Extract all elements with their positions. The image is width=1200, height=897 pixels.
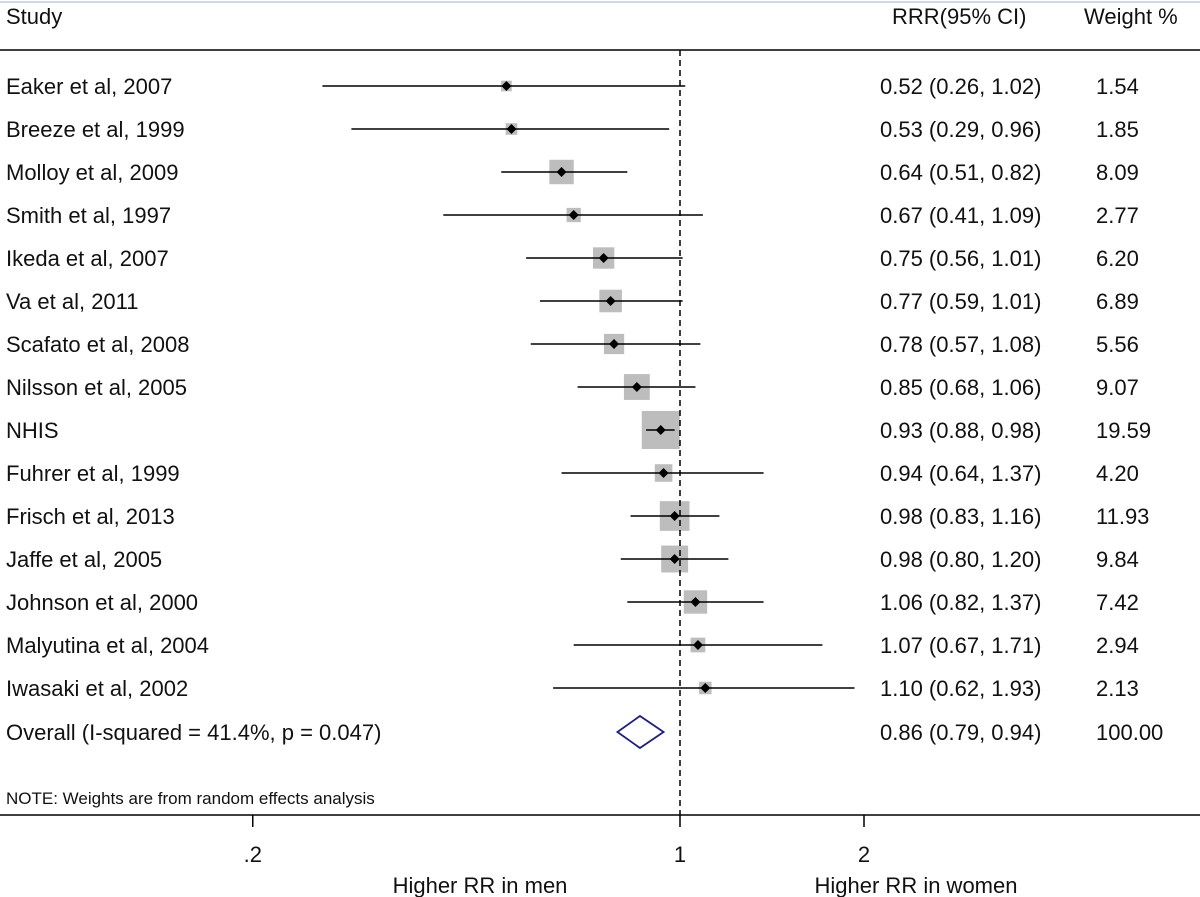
study-row: Smith et al, 1997 0.67 (0.41, 1.09) 2.77	[6, 203, 1139, 228]
x-label-left: Higher RR in men	[393, 873, 568, 897]
study-weight: 4.20	[1096, 461, 1139, 486]
study-weight: 11.93	[1096, 504, 1149, 529]
study-label: NHIS	[6, 418, 59, 443]
study-label: Va et al, 2011	[6, 289, 139, 314]
overall-ci: 0.86 (0.79, 0.94)	[880, 720, 1041, 745]
point-estimate	[501, 81, 512, 91]
study-row: Breeze et al, 1999 0.53 (0.29, 0.96) 1.85	[6, 117, 1139, 142]
study-ci: 0.93 (0.88, 0.98)	[880, 418, 1041, 443]
point-estimate	[658, 468, 669, 478]
header-weight: Weight %	[1084, 4, 1178, 29]
study-weight: 6.89	[1096, 289, 1139, 314]
study-ci: 1.07 (0.67, 1.71)	[880, 633, 1041, 658]
study-ci: 0.98 (0.83, 1.16)	[880, 504, 1041, 529]
study-label: Breeze et al, 1999	[6, 117, 185, 142]
study-ci: 0.52 (0.26, 1.02)	[880, 74, 1041, 99]
point-estimate	[669, 511, 680, 521]
study-weight: 9.84	[1096, 547, 1139, 572]
study-row: Frisch et al, 2013 0.98 (0.83, 1.16) 11.93	[6, 501, 1149, 531]
study-ci: 0.78 (0.57, 1.08)	[880, 332, 1041, 357]
study-weight: 5.56	[1096, 332, 1139, 357]
study-ci: 0.67 (0.41, 1.09)	[880, 203, 1041, 228]
point-estimate	[700, 683, 711, 693]
point-estimate	[506, 124, 517, 134]
point-estimate	[605, 296, 616, 306]
study-ci: 1.06 (0.82, 1.37)	[880, 590, 1041, 615]
study-label: Eaker et al, 2007	[6, 74, 172, 99]
study-label: Molloy et al, 2009	[6, 160, 178, 185]
study-label: Nilsson et al, 2005	[6, 375, 187, 400]
study-ci: 0.53 (0.29, 0.96)	[880, 117, 1041, 142]
study-weight: 2.13	[1096, 676, 1139, 701]
study-weight: 8.09	[1096, 160, 1139, 185]
note-text: NOTE: Weights are from random effects an…	[6, 789, 375, 808]
study-row: Molloy et al, 2009 0.64 (0.51, 0.82) 8.09	[6, 159, 1139, 185]
study-ci: 0.94 (0.64, 1.37)	[880, 461, 1041, 486]
study-row: Scafato et al, 2008 0.78 (0.57, 1.08) 5.56	[6, 332, 1139, 357]
study-ci: 0.98 (0.80, 1.20)	[880, 547, 1041, 572]
study-weight: 2.94	[1096, 633, 1139, 658]
study-weight: 19.59	[1096, 418, 1151, 443]
study-row: Iwasaki et al, 2002 1.10 (0.62, 1.93) 2.13	[6, 676, 1139, 701]
study-ci: 0.85 (0.68, 1.06)	[880, 375, 1041, 400]
overall-weight: 100.00	[1096, 720, 1163, 745]
study-weight: 6.20	[1096, 246, 1139, 271]
study-rows: Eaker et al, 2007 0.52 (0.26, 1.02) 1.54 Br…	[6, 74, 1151, 701]
study-label: Malyutina et al, 2004	[6, 633, 209, 658]
study-label: Jaffe et al, 2005	[6, 547, 162, 572]
study-weight: 7.42	[1096, 590, 1139, 615]
study-weight: 2.77	[1096, 203, 1139, 228]
header-study: Study	[6, 4, 62, 29]
study-row: NHIS 0.93 (0.88, 0.98) 19.59	[6, 411, 1151, 449]
study-label: Johnson et al, 2000	[6, 590, 198, 615]
study-ci: 1.10 (0.62, 1.93)	[880, 676, 1041, 701]
x-tick-label: 1	[674, 842, 686, 867]
point-estimate	[669, 554, 680, 564]
header-estimate: RRR(95% CI)	[892, 4, 1026, 29]
study-weight: 1.54	[1096, 74, 1139, 99]
study-ci: 0.77 (0.59, 1.01)	[880, 289, 1041, 314]
study-label: Ikeda et al, 2007	[6, 246, 169, 271]
x-tick-label: 2	[858, 842, 870, 867]
study-row: Ikeda et al, 2007 0.75 (0.56, 1.01) 6.20	[6, 246, 1139, 271]
study-row: Nilsson et al, 2005 0.85 (0.68, 1.06) 9.07	[6, 374, 1139, 400]
point-estimate	[655, 425, 666, 435]
study-label: Smith et al, 1997	[6, 203, 171, 228]
study-row: Eaker et al, 2007 0.52 (0.26, 1.02) 1.54	[6, 74, 1139, 99]
study-ci: 0.75 (0.56, 1.01)	[880, 246, 1041, 271]
study-label: Frisch et al, 2013	[6, 504, 175, 529]
point-estimate	[568, 210, 579, 220]
overall-label: Overall (I-squared = 41.4%, p = 0.047)	[6, 720, 381, 745]
x-label-right: Higher RR in women	[815, 873, 1018, 897]
study-row: Fuhrer et al, 1999 0.94 (0.64, 1.37) 4.20	[6, 461, 1139, 486]
study-label: Fuhrer et al, 1999	[6, 461, 180, 486]
study-ci: 0.64 (0.51, 0.82)	[880, 160, 1041, 185]
x-tick-label: .2	[244, 842, 262, 867]
study-row: Johnson et al, 2000 1.06 (0.82, 1.37) 7.42	[6, 590, 1139, 615]
overall-diamond	[615, 714, 666, 750]
study-row: Va et al, 2011 0.77 (0.59, 1.01) 6.89	[6, 289, 1139, 314]
point-estimate	[598, 253, 609, 263]
point-estimate	[690, 597, 701, 607]
study-weight: 9.07	[1096, 375, 1139, 400]
study-label: Scafato et al, 2008	[6, 332, 189, 357]
study-row: Malyutina et al, 2004 1.07 (0.67, 1.71) 2.…	[6, 633, 1139, 658]
x-axis-ticks: .2 1 2	[244, 815, 870, 867]
study-weight: 1.85	[1096, 117, 1139, 142]
study-label: Iwasaki et al, 2002	[6, 676, 188, 701]
point-estimate	[556, 167, 567, 177]
point-estimate	[631, 382, 642, 392]
study-row: Jaffe et al, 2005 0.98 (0.80, 1.20) 9.84	[6, 545, 1139, 573]
point-estimate	[692, 640, 703, 650]
point-estimate	[609, 339, 620, 349]
